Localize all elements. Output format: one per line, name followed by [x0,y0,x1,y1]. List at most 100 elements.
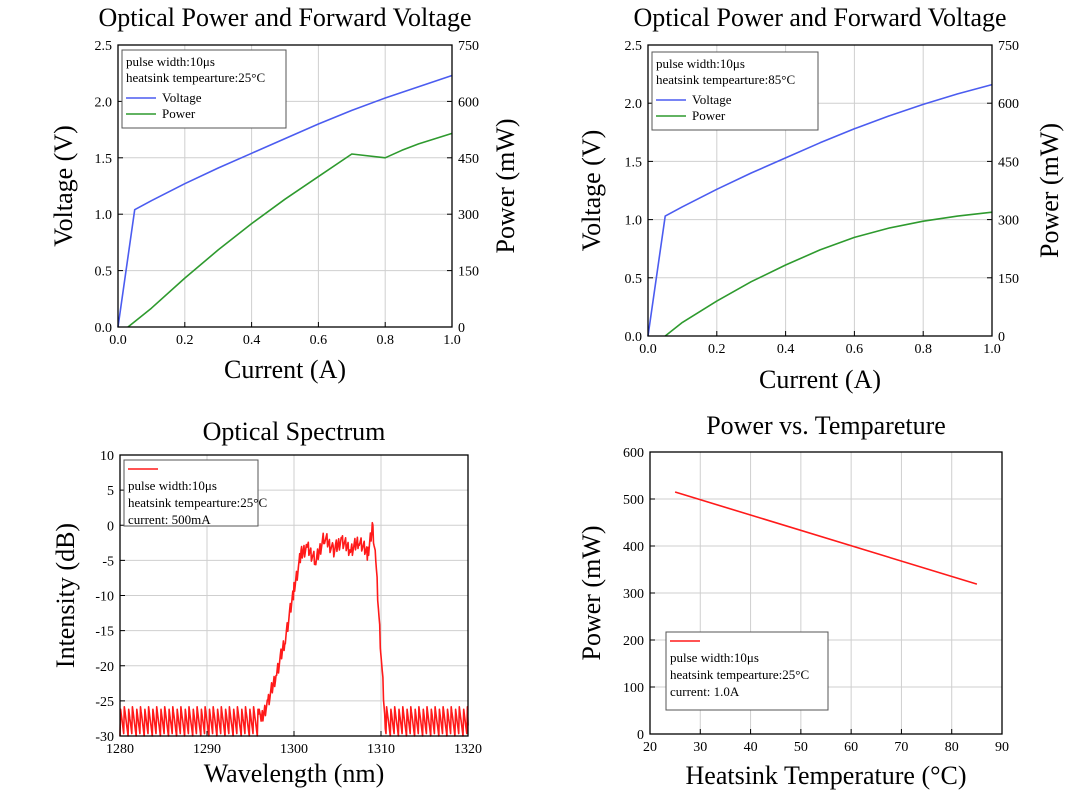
legend-box [121,49,287,129]
plot-frame [647,44,993,337]
x-tick-label: 0.8 [914,342,932,357]
legend-note: pulse width:10μs [128,478,217,493]
y2-tick-label: 150 [458,265,479,280]
chart-title: Optical Power and Forward Voltage [633,3,1006,32]
y-tick-label: 1.0 [95,208,113,223]
legend-note: pulse width:10μs [670,650,759,665]
chart-title: Power vs. Tempareture [706,411,946,440]
legend-label-power: Power [692,108,726,123]
chart-1: 0.0 0.2 0.4 0.6 0.8 1.0 0.0 0.5 1.0 1.5 2.0 2.5 0 150… [49,3,520,384]
y-tick-label: -15 [95,625,114,640]
y2-tick-label: 300 [998,214,1019,229]
y-tick-label: 200 [623,634,644,649]
y2-tick-label: 0 [998,330,1005,345]
plot-frame [117,44,453,328]
series-line [674,491,978,585]
x-axis-label: Wavelength (nm) [204,759,385,788]
legend-box [665,631,829,711]
legend-note: pulse width:10μs [126,54,215,69]
x-tick-label: 80 [945,740,959,755]
x-tick-label: 50 [794,740,808,755]
x-tick-label: 30 [693,740,707,755]
y2-tick-label: 300 [458,208,479,223]
y-axis-label: Voltage (V) [49,125,78,247]
y2-tick-label: 150 [998,272,1019,287]
legend-box [123,459,259,527]
y-tick-label: 0.5 [625,272,643,287]
legend-note: current: 500mA [128,512,211,527]
legend-note: heatsink tempearture:25°C [128,495,267,510]
x-axis-label: Heatsink Temperature (°C) [686,761,967,790]
x-tick-label: 0.4 [777,342,795,357]
y-tick-label: 600 [623,446,644,461]
x-tick-label: 1300 [280,742,308,757]
y-tick-label: 500 [623,493,644,508]
y2-tick-label: 750 [998,39,1019,54]
y-tick-label: 0.0 [95,321,113,336]
y-tick-label: 2.5 [95,39,113,54]
series-voltage-line [117,74,453,328]
x-tick-label: 1280 [106,742,134,757]
y-tick-label: -5 [102,554,114,569]
chart-3: 1280 1290 1300 1310 1320 10 5 0 -5 -10 -15 -20 -25 -3… [51,417,482,788]
legend: pulse width:10μs heatsink tempearture:25°… [665,631,829,711]
series-power-line [664,211,993,337]
legend-note: heatsink tempearture:25°C [126,70,265,85]
y-tick-label: -30 [95,730,114,745]
y-tick-label: 2.0 [95,95,113,110]
y-tick-label: -20 [95,660,114,675]
chart-2: 0.0 0.2 0.4 0.6 0.8 1.0 0.0 0.5 1.0 1.5 2.0 2.5 0 150… [577,3,1064,394]
legend-note: heatsink tempearture:25°C [670,667,809,682]
y-tick-label: 2.5 [625,39,643,54]
x-tick-label: 0.4 [243,333,261,348]
x-tick-label: 40 [744,740,758,755]
x-tick-label: 60 [844,740,858,755]
y-tick-label: 100 [623,681,644,696]
y-tick-label: 0.5 [95,265,113,280]
y2-tick-label: 600 [458,95,479,110]
y-tick-label: 5 [107,484,114,499]
x-tick-label: 1320 [454,742,482,757]
y-axis-label: Voltage (V) [577,130,606,252]
y-tick-label: 2.0 [625,97,643,112]
legend-label-power: Power [162,106,196,121]
chart-title: Optical Power and Forward Voltage [98,3,471,32]
y-tick-label: 0 [107,519,114,534]
x-tick-label: 0.6 [846,342,864,357]
y-tick-label: -25 [95,695,114,710]
y2-tick-label: 450 [998,155,1019,170]
legend-label-voltage: Voltage [162,90,202,105]
x-tick-label: 0.6 [310,333,328,348]
series-power-line [127,132,453,328]
x-tick-label: 90 [995,740,1009,755]
legend-label-voltage: Voltage [692,92,732,107]
y-tick-label: -10 [95,590,114,605]
x-tick-label: 20 [643,740,657,755]
x-tick-label: 0.2 [708,342,726,357]
legend: pulse width:10μs heatsink tempearture:25°… [123,459,267,527]
x-tick-label: 1290 [193,742,221,757]
series-voltage-line [647,83,993,337]
y-tick-label: 1.0 [625,214,643,229]
y-tick-label: 400 [623,540,644,555]
y-tick-label: 10 [100,449,114,464]
legend-note: pulse width:10μs [656,56,745,71]
chart-title: Optical Spectrum [203,417,386,446]
y-tick-label: 0.0 [625,330,643,345]
y-axis-label: Intensity (dB) [51,523,80,668]
x-tick-label: 0.0 [639,342,657,357]
y-tick-label: 0 [637,728,644,743]
y2-tick-label: 450 [458,152,479,167]
x-tick-label: 1.0 [983,342,1001,357]
x-axis-label: Current (A) [759,365,881,394]
x-tick-label: 1.0 [443,333,461,348]
y-tick-label: 1.5 [625,155,643,170]
y2-tick-label: 0 [458,321,465,336]
x-tick-label: 0.0 [109,333,127,348]
x-tick-label: 0.8 [376,333,394,348]
y2-tick-label: 750 [458,39,479,54]
y-tick-label: 300 [623,587,644,602]
x-tick-label: 1310 [367,742,395,757]
